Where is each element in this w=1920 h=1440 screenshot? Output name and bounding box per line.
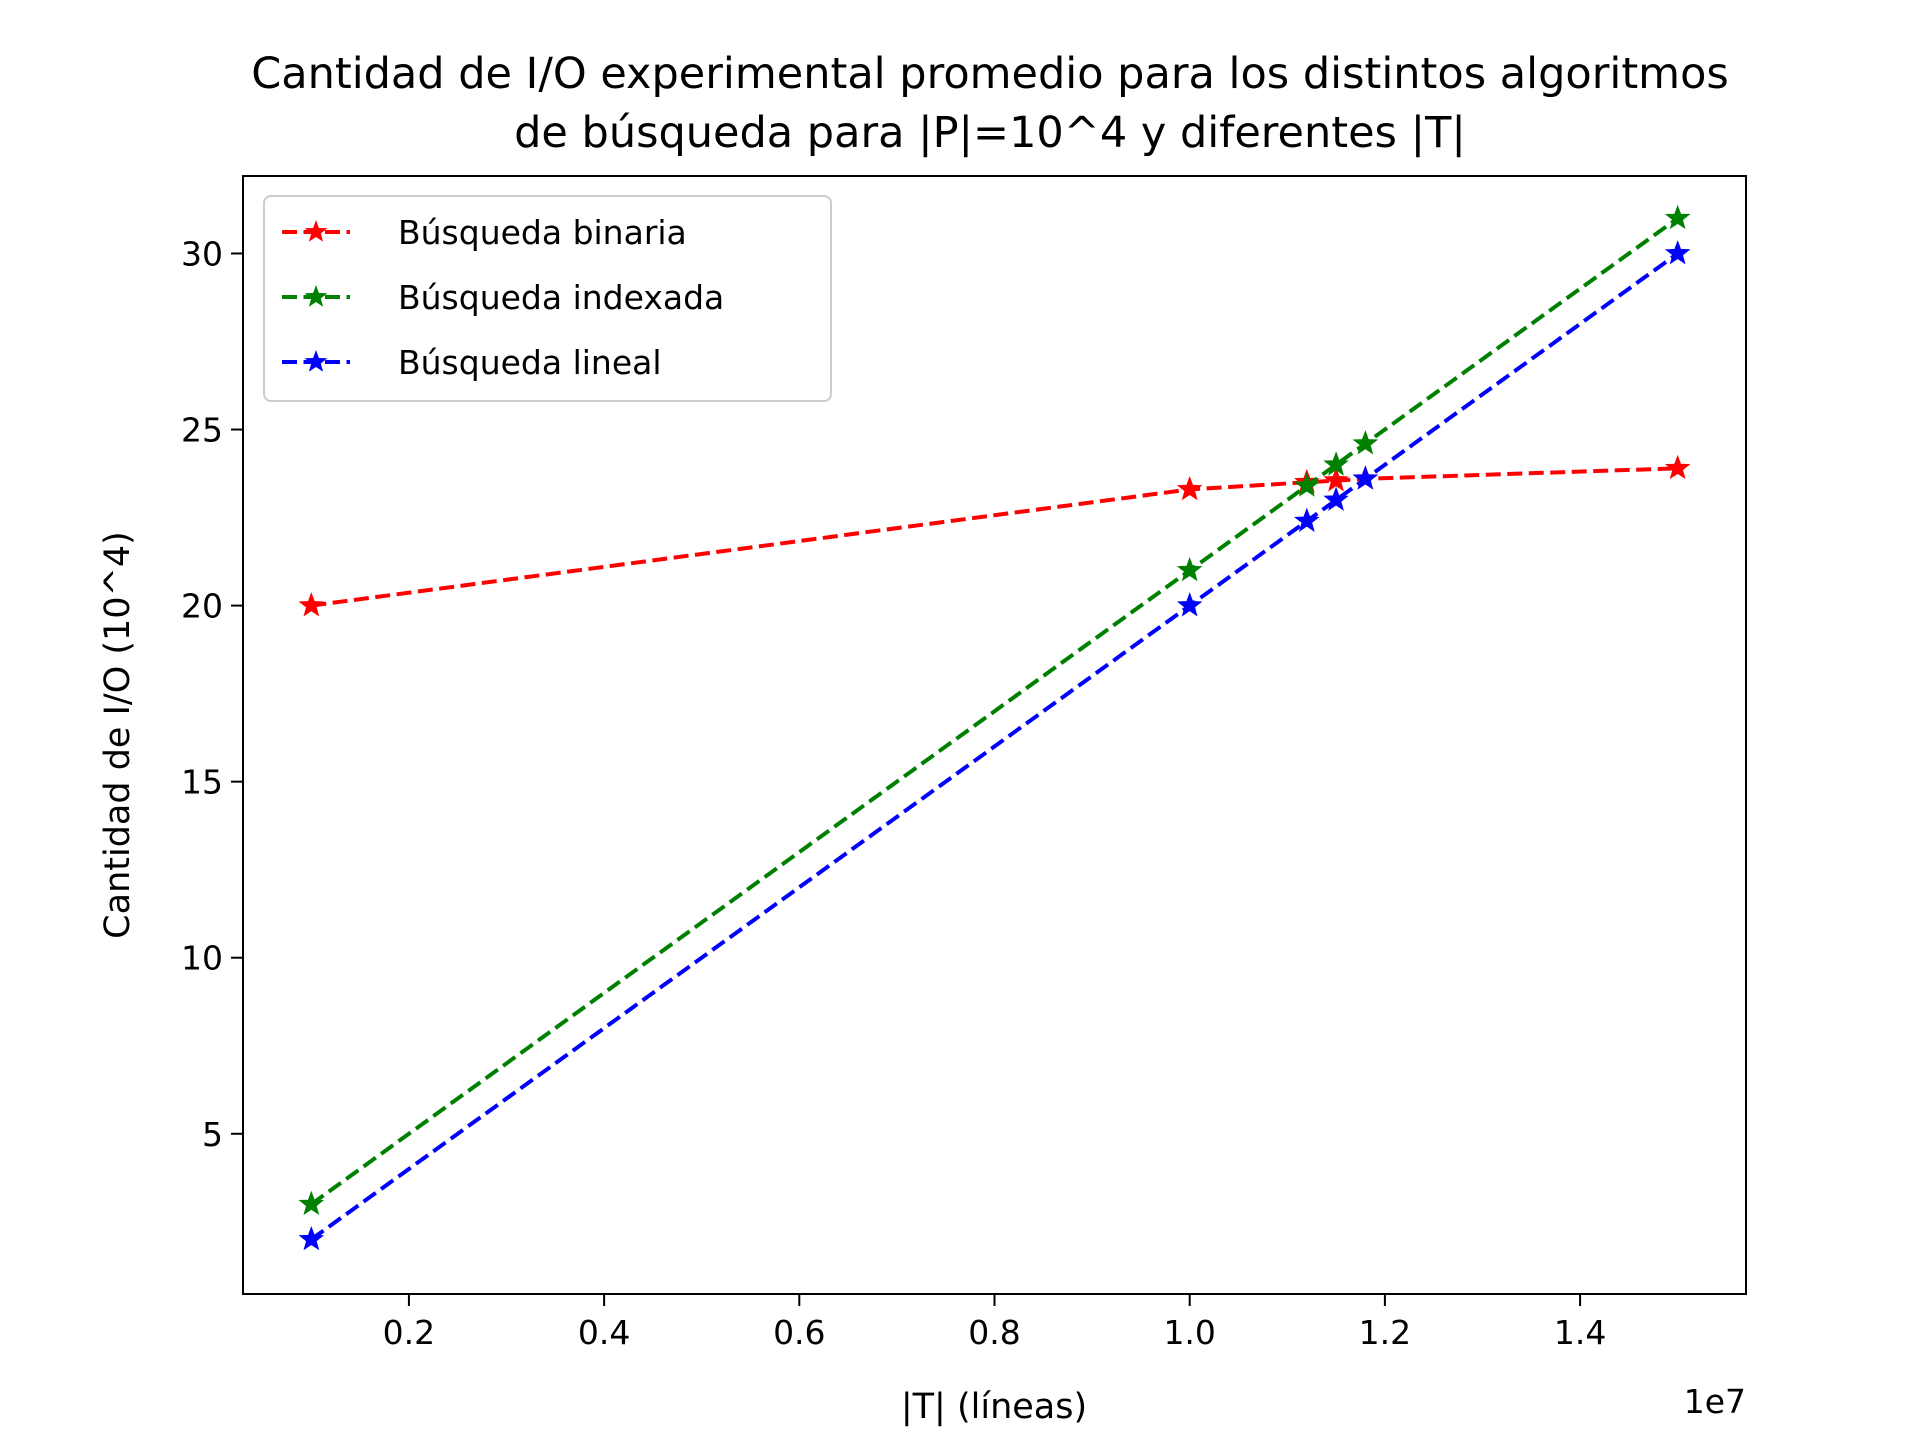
plot-area — [298, 204, 1691, 1251]
legend-marker — [304, 285, 328, 307]
legend-label: Búsqueda lineal — [398, 343, 662, 382]
legend-box — [263, 195, 832, 402]
series-point-2 — [1323, 486, 1349, 511]
y-tick-label: 25 — [181, 411, 223, 450]
series-point-2 — [1664, 240, 1691, 265]
series-point-0 — [1176, 475, 1203, 501]
x-tick-label: 0.6 — [773, 1313, 825, 1352]
x-tick-label: 0.8 — [968, 1313, 1020, 1352]
legend-marker — [304, 220, 328, 242]
series-point-1 — [1352, 430, 1379, 455]
series-point-0 — [1323, 467, 1349, 492]
y-axis-label: Cantidad de I/O (10^4) — [98, 531, 138, 939]
y-tick-label: 30 — [181, 234, 223, 273]
series-point-1 — [298, 1190, 325, 1216]
series-point-2 — [298, 1225, 325, 1251]
series-point-0 — [1664, 454, 1691, 480]
series-line-1 — [310, 216, 1679, 1206]
series-point-1 — [1664, 204, 1691, 230]
y-tick-label: 5 — [202, 1115, 223, 1154]
series-point-2 — [1176, 592, 1203, 617]
legend: Búsqueda binaria Búsqueda indexada Búsqued… — [263, 195, 832, 402]
series-line-2 — [310, 251, 1679, 1242]
series-point-2 — [1352, 465, 1379, 490]
series-point-0 — [298, 592, 325, 617]
x-tick-label: 0.4 — [578, 1313, 630, 1352]
y-tick-label: 10 — [181, 939, 223, 978]
y-tick-label: 20 — [181, 587, 223, 626]
x-offset-label: 1e7 — [1684, 1382, 1746, 1421]
chart-title-line-2: de búsqueda para |P|=10^4 y diferentes |… — [514, 108, 1466, 158]
x-tick-label: 0.2 — [383, 1313, 435, 1352]
x-tick-label: 1.0 — [1163, 1313, 1215, 1352]
series-point-1 — [1294, 472, 1320, 497]
series-line-0 — [311, 466, 1678, 608]
y-tick-label: 15 — [181, 763, 223, 802]
series-point-1 — [1323, 451, 1349, 476]
series-point-2 — [1294, 507, 1320, 532]
plot-frame — [242, 175, 1747, 1295]
legend-label: Búsqueda binaria — [398, 213, 687, 252]
x-tick-label: 1.4 — [1554, 1313, 1606, 1352]
x-tick-label: 1.2 — [1359, 1313, 1411, 1352]
axis-ticks: 0.2 0.4 0.6 0.8 1.0 1.2 1.4 5 10 15 20 25 30 — [181, 234, 1606, 1352]
legend-marker — [304, 350, 328, 372]
x-axis-label: |T| (líneas) — [901, 1387, 1087, 1427]
legend-label: Búsqueda indexada — [398, 278, 724, 317]
chart-title-line-1: Cantidad de I/O experimental promedio pa… — [251, 49, 1729, 99]
series-point-1 — [1176, 556, 1203, 582]
